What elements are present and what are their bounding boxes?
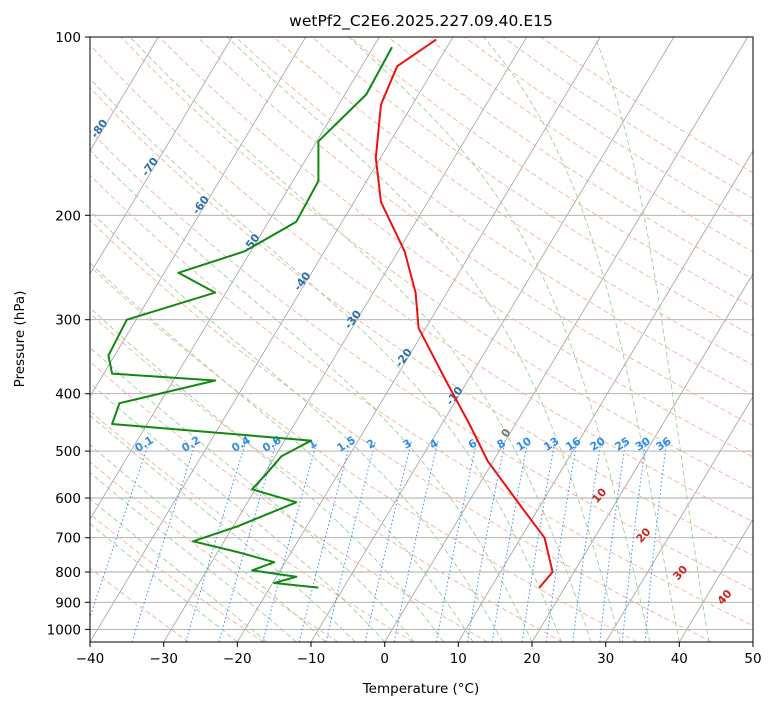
dry-adiabat-line xyxy=(235,37,753,396)
mixing-ratio-line xyxy=(298,440,352,642)
mixing-ratio-line xyxy=(325,440,377,642)
y-axis-label: Pressure (hPa) xyxy=(12,291,28,388)
isotherm-line xyxy=(678,518,753,642)
y-tick-label: 400 xyxy=(55,387,81,403)
sounding-profiles xyxy=(107,38,554,589)
y-tick-label: 800 xyxy=(55,565,81,581)
moist-adiabat-line xyxy=(90,78,562,642)
mixing-ratio-line xyxy=(491,440,529,642)
isotherm-line xyxy=(457,149,753,642)
x-tick-label: 50 xyxy=(744,651,761,667)
isotherm-line xyxy=(90,37,380,521)
isotherm-line xyxy=(605,395,753,642)
dry-adiabat-line xyxy=(90,86,753,557)
x-tick-label: 40 xyxy=(671,651,688,667)
x-tick-label: −10 xyxy=(297,651,326,667)
mixing-ratio-line xyxy=(521,440,556,642)
x-tick-label: −40 xyxy=(76,651,105,667)
dry-adiabat-line xyxy=(90,130,753,591)
temperature-profile-line xyxy=(374,38,554,589)
moist-adiabat-line xyxy=(90,471,297,642)
dry-adiabat-line xyxy=(311,37,753,337)
y-tick-label: 500 xyxy=(55,444,81,460)
x-axis: −40 −30 −20 −10 0 10 20 30 40 50 xyxy=(76,642,762,667)
isotherm-line xyxy=(90,37,454,642)
moist-adiabat-line xyxy=(594,37,710,642)
x-tick-label: −20 xyxy=(223,651,252,667)
isotherm-line xyxy=(236,37,601,642)
mixing-ratio-line xyxy=(572,440,602,642)
mixing-ratio-lines xyxy=(90,440,668,642)
mixing-ratio-line xyxy=(599,440,627,642)
x-tick-label: 0 xyxy=(380,651,389,667)
dry-adiabat-line xyxy=(90,513,264,642)
mixing-ratio-line xyxy=(364,440,413,642)
y-axis: 100 200 300 400 500 600 700 800 900 1000 xyxy=(47,30,90,638)
y-tick-label: 900 xyxy=(55,595,81,611)
moist-adiabat-line xyxy=(90,149,533,642)
moist-adiabat-line xyxy=(129,37,592,642)
y-tick-label: 300 xyxy=(55,313,81,329)
moist-adiabat-line xyxy=(90,210,503,642)
x-axis-label: Temperature (°C) xyxy=(362,681,480,697)
dry-adiabat-line xyxy=(90,219,712,642)
moist-adiabat-line xyxy=(90,307,444,642)
mixing-ratio-line xyxy=(621,440,647,642)
y-tick-label: 200 xyxy=(55,208,81,224)
x-tick-label: −30 xyxy=(149,651,178,667)
mixing-ratio-line xyxy=(393,440,439,642)
mixing-ratio-line xyxy=(435,440,478,642)
moist-adiabats xyxy=(90,37,710,642)
x-tick-label: 20 xyxy=(523,651,540,667)
moist-adiabat-line xyxy=(348,37,651,642)
isotherm-line xyxy=(384,37,749,642)
moist-adiabat-line xyxy=(483,37,680,642)
y-tick-label: 100 xyxy=(55,30,81,46)
dry-adiabat-line xyxy=(120,37,753,490)
isotherm-line xyxy=(531,272,753,642)
moist-adiabat-line xyxy=(90,444,327,642)
moist-adiabat-line xyxy=(90,262,474,642)
y-tick-label: 600 xyxy=(55,491,81,507)
mixing-ratio-line xyxy=(262,440,318,642)
isotherm-line xyxy=(163,37,528,642)
dry-adiabat-line xyxy=(90,265,638,642)
y-tick-label: 1000 xyxy=(47,622,81,638)
dry-adiabat-line xyxy=(90,43,753,523)
dewpoint-profile-line xyxy=(107,46,393,589)
dry-adiabat-line xyxy=(90,461,339,642)
mixing-ratio-line xyxy=(644,440,668,642)
isotherm-line xyxy=(90,37,233,275)
mixing-ratio-line xyxy=(131,440,197,642)
y-tick-label: 700 xyxy=(55,531,81,547)
isotherm-line xyxy=(90,37,159,152)
mixing-ratio-line xyxy=(545,440,578,642)
x-tick-label: 30 xyxy=(597,651,614,667)
dry-adiabats xyxy=(90,37,753,642)
chart-title: wetPf2_C2E6.2025.227.09.40.E15 xyxy=(289,12,553,31)
dry-adiabat-line xyxy=(90,361,488,642)
dry-adiabat-line xyxy=(158,37,753,458)
mixing-ratio-line xyxy=(218,440,278,642)
mixing-ratio-line xyxy=(467,440,506,642)
dry-adiabat-line xyxy=(273,37,753,366)
mixing-ratio-line xyxy=(185,440,247,642)
moist-adiabat-line xyxy=(226,37,621,642)
moist-adiabat-line xyxy=(90,382,386,642)
dry-adiabat-line xyxy=(90,312,563,642)
x-tick-label: 10 xyxy=(450,651,467,667)
moist-adiabat-line xyxy=(90,523,238,642)
plot-frame xyxy=(89,36,754,643)
moist-adiabat-line xyxy=(90,498,268,642)
